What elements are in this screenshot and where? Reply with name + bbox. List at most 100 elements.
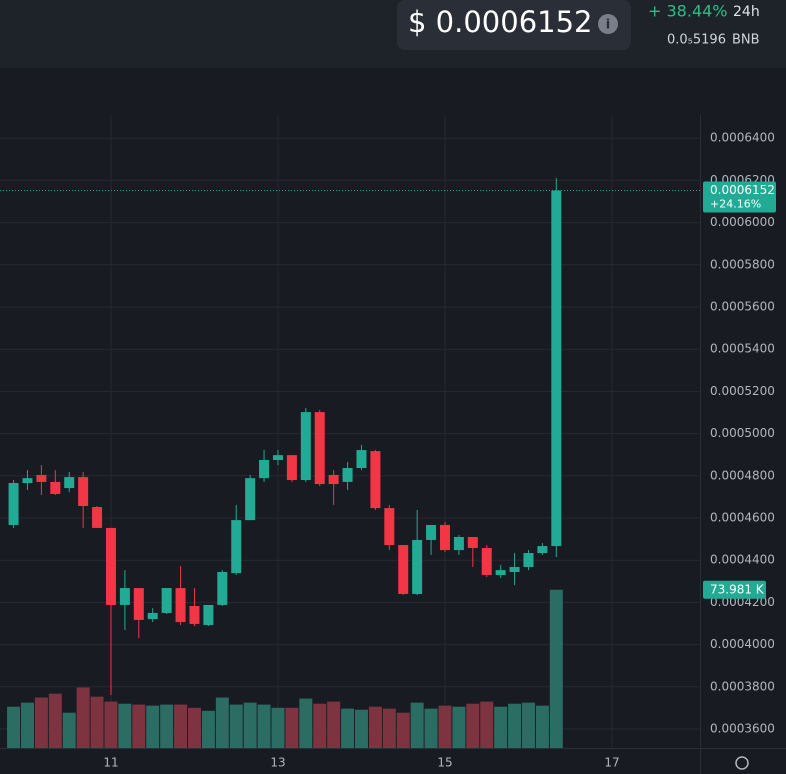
volume-bar (508, 703, 522, 748)
volume-bar (327, 701, 341, 748)
y-tick-label: 0.0005400 (710, 342, 775, 356)
candle-body (133, 588, 144, 620)
y-tick-label: 0.0005000 (710, 426, 775, 440)
volume-bar (424, 708, 438, 748)
info-icon[interactable] (598, 14, 618, 34)
y-tick-label: 0.0006000 (710, 215, 775, 229)
candle-body (412, 539, 423, 594)
candle-body (189, 605, 200, 624)
y-tick-label: 0.0004800 (710, 468, 775, 482)
volume-bar (76, 687, 90, 748)
volume-bar (160, 704, 174, 748)
x-tick-label: 13 (270, 756, 285, 770)
candle-body (453, 537, 464, 551)
volume-bar (452, 706, 466, 748)
volume-bar (354, 709, 368, 748)
x-tick-label: 17 (604, 756, 619, 770)
volume-bar (104, 701, 118, 748)
candle-body (92, 507, 103, 528)
candle-body (328, 474, 339, 485)
volume-bar (187, 707, 201, 748)
price-pill (397, 0, 631, 50)
volume-bar (466, 703, 480, 748)
volume-bar (90, 696, 104, 748)
y-tick-label: 0.0005800 (710, 257, 775, 271)
header-change: + 38.44% (648, 2, 728, 21)
candle-body (217, 572, 228, 605)
y-tick-label: 0.0006400 (710, 131, 775, 145)
candle-body (537, 546, 548, 554)
candle-body (509, 566, 520, 573)
candle-body (22, 478, 33, 483)
candle-body (356, 450, 367, 469)
y-tick-label: 0.0005200 (710, 384, 775, 398)
candle-body (342, 468, 353, 482)
candle-body (259, 459, 270, 479)
candle-body (495, 570, 506, 575)
candle-body (370, 451, 381, 509)
header-native-price: 0.0₅5196 (667, 33, 726, 48)
volume-bar (368, 706, 382, 748)
candle-body (203, 604, 214, 625)
x-tick-label: 15 (437, 756, 452, 770)
volume-bar (299, 698, 313, 748)
volume-bar (132, 704, 146, 748)
candle-body (175, 588, 186, 623)
volume-bar (229, 704, 243, 748)
candle-body (467, 537, 478, 548)
y-tick-label: 0.0004400 (710, 553, 775, 567)
volume-bar (521, 702, 535, 748)
toolbar-row (0, 68, 786, 115)
volume-bar (396, 712, 410, 748)
volume-bar (215, 697, 229, 748)
volume-bar (480, 701, 494, 748)
volume-bar (535, 705, 549, 748)
volume-bar (62, 712, 76, 748)
candle-body (78, 477, 89, 506)
volume-bar (48, 693, 62, 748)
axis-settings-icon[interactable] (735, 756, 749, 770)
candle-body (481, 547, 492, 575)
volume-bar (313, 703, 327, 748)
candle-body (119, 588, 130, 605)
plot-area (0, 115, 700, 748)
volume-bar (146, 705, 160, 748)
y-tick-label: 0.0004600 (710, 511, 775, 525)
x-tick-label: 11 (103, 756, 118, 770)
candle-body (231, 520, 242, 574)
volume-bar (257, 704, 271, 748)
volume-bar (285, 707, 299, 748)
candle-body (551, 190, 562, 547)
candle-body (286, 455, 297, 481)
candle-body (147, 612, 158, 620)
header-period: 24h (733, 4, 760, 20)
candle-body (105, 527, 116, 605)
volume-bar (341, 708, 355, 748)
candle-body (439, 524, 450, 551)
volume-bar (34, 697, 48, 748)
y-tick-label: 0.0003800 (710, 679, 775, 693)
volume-label-box (703, 580, 766, 599)
header-bar (0, 0, 786, 68)
info-glyph: i (606, 18, 610, 33)
candle-body (161, 588, 172, 613)
candle-body (426, 524, 437, 540)
grid (0, 115, 700, 748)
header-price: $ 0.0006152 (408, 5, 593, 39)
y-tick-label: 0.0003600 (710, 722, 775, 736)
candle-body (8, 482, 19, 525)
volume-bar (20, 702, 34, 748)
volume-bar (271, 707, 285, 748)
candle-body (50, 481, 61, 494)
candle-body (398, 545, 409, 594)
candle-body (64, 477, 75, 489)
volume-bar (438, 705, 452, 748)
volume-label: 73.981 K (710, 582, 765, 596)
last-price-box (703, 181, 776, 213)
last-price-label: 0.0006152 (710, 183, 775, 197)
candle-body (36, 474, 47, 482)
y-tick-label: 0.0004000 (710, 637, 775, 651)
volume-bar (118, 703, 132, 748)
header-native-unit: BNB (732, 33, 760, 48)
